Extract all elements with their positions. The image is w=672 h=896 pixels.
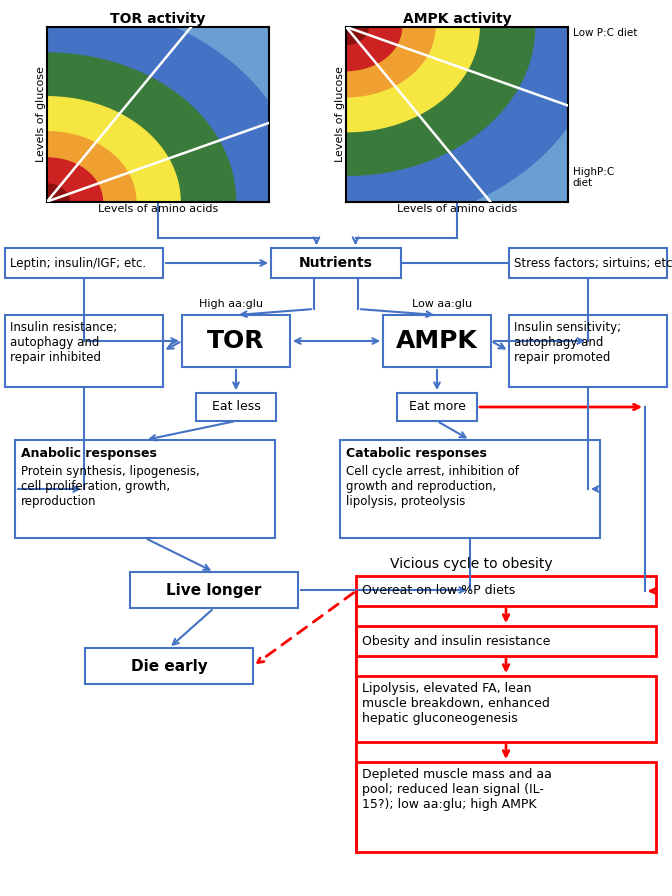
FancyBboxPatch shape <box>397 393 477 421</box>
FancyBboxPatch shape <box>509 248 667 278</box>
Polygon shape <box>346 27 435 97</box>
FancyBboxPatch shape <box>383 315 491 367</box>
Polygon shape <box>346 27 535 176</box>
Polygon shape <box>346 27 479 132</box>
Text: Live longer: Live longer <box>166 582 261 598</box>
Text: Low aa:glu: Low aa:glu <box>412 299 472 309</box>
Title: TOR activity: TOR activity <box>110 12 206 26</box>
Text: Lipolysis, elevated FA, lean
muscle breakdown, enhanced
hepatic gluconeogenesis: Lipolysis, elevated FA, lean muscle brea… <box>362 682 550 725</box>
FancyBboxPatch shape <box>85 648 253 684</box>
FancyBboxPatch shape <box>196 393 276 421</box>
Text: Catabolic responses: Catabolic responses <box>346 447 487 460</box>
X-axis label: Levels of amino acids: Levels of amino acids <box>98 204 218 214</box>
Text: TOR: TOR <box>207 329 265 353</box>
Text: Nutrients: Nutrients <box>299 256 373 270</box>
FancyBboxPatch shape <box>356 676 656 742</box>
Polygon shape <box>47 158 103 202</box>
FancyBboxPatch shape <box>356 576 656 606</box>
Text: AMPK: AMPK <box>396 329 478 353</box>
Polygon shape <box>47 185 69 202</box>
Text: Insulin resistance;
autophagy and
repair inhibited: Insulin resistance; autophagy and repair… <box>10 321 117 364</box>
Polygon shape <box>47 53 235 202</box>
Text: Anabolic responses: Anabolic responses <box>21 447 157 460</box>
Text: Stress factors; sirtuins; etc: Stress factors; sirtuins; etc <box>514 256 672 270</box>
FancyBboxPatch shape <box>182 315 290 367</box>
Y-axis label: Levels of glucose: Levels of glucose <box>36 66 46 162</box>
Polygon shape <box>346 27 368 44</box>
Text: Obesity and insulin resistance: Obesity and insulin resistance <box>362 634 550 648</box>
Polygon shape <box>47 97 180 202</box>
Text: Cell cycle arrest, inhibition of
growth and reproduction,
lipolysis, proteolysis: Cell cycle arrest, inhibition of growth … <box>346 465 519 508</box>
FancyBboxPatch shape <box>15 440 275 538</box>
Polygon shape <box>346 27 601 228</box>
Text: Overeat on low %P diets: Overeat on low %P diets <box>362 584 515 598</box>
Text: Protein synthesis, lipogenesis,
cell proliferation, growth,
reproduction: Protein synthesis, lipogenesis, cell pro… <box>21 465 200 508</box>
FancyBboxPatch shape <box>356 626 656 656</box>
Polygon shape <box>346 27 401 71</box>
Text: Eat more: Eat more <box>409 401 466 413</box>
FancyBboxPatch shape <box>130 572 298 608</box>
Text: Eat less: Eat less <box>212 401 260 413</box>
Text: Die early: Die early <box>130 659 208 674</box>
Text: Depleted muscle mass and aa
pool; reduced lean signal (IL-
15?); low aa:glu; hig: Depleted muscle mass and aa pool; reduce… <box>362 768 552 811</box>
FancyBboxPatch shape <box>356 762 656 852</box>
FancyBboxPatch shape <box>5 315 163 387</box>
Text: Low P:C diet: Low P:C diet <box>573 28 637 39</box>
Text: Insulin sensitivity;
autophagy and
repair promoted: Insulin sensitivity; autophagy and repai… <box>514 321 621 364</box>
Polygon shape <box>47 1 302 202</box>
FancyBboxPatch shape <box>509 315 667 387</box>
Y-axis label: Levels of glucose: Levels of glucose <box>335 66 345 162</box>
FancyBboxPatch shape <box>271 248 401 278</box>
FancyBboxPatch shape <box>340 440 600 538</box>
Title: AMPK activity: AMPK activity <box>403 12 511 26</box>
FancyBboxPatch shape <box>5 248 163 278</box>
Text: Leptin; insulin/IGF; etc.: Leptin; insulin/IGF; etc. <box>10 256 146 270</box>
Text: Vicious cycle to obesity: Vicious cycle to obesity <box>390 557 552 571</box>
X-axis label: Levels of amino acids: Levels of amino acids <box>397 204 517 214</box>
Text: High aa:glu: High aa:glu <box>199 299 263 309</box>
Polygon shape <box>47 132 136 202</box>
Text: HighP:C
diet: HighP:C diet <box>573 167 614 188</box>
